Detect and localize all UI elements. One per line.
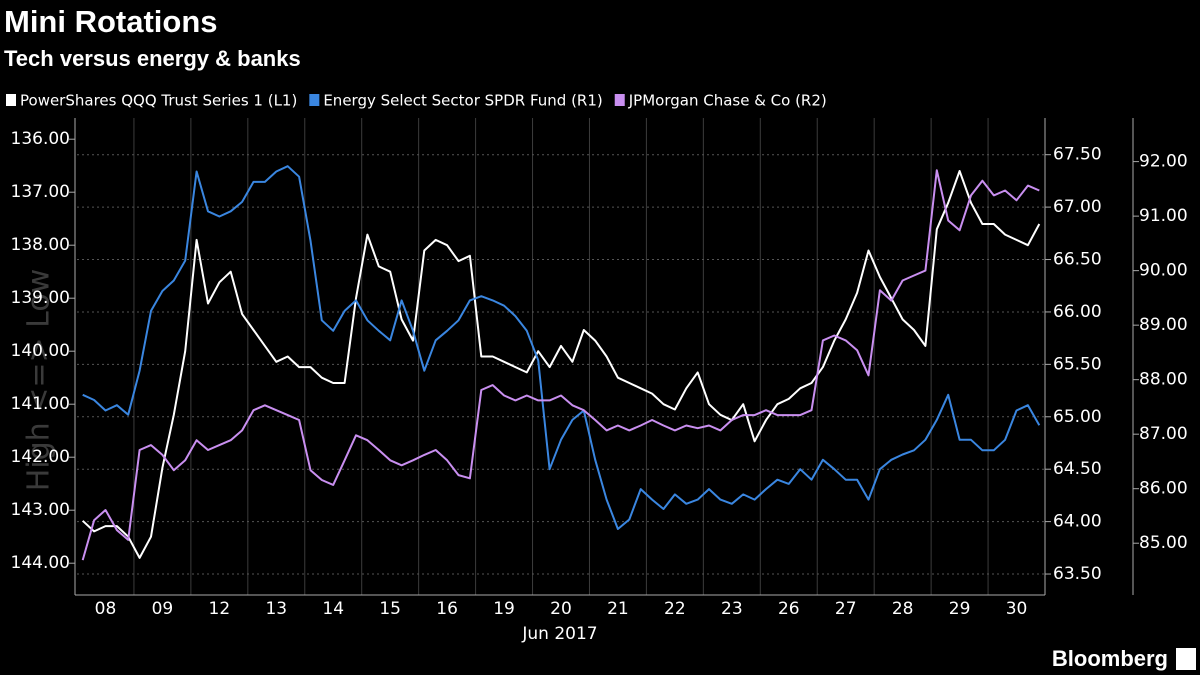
x-tick-label: 22 (664, 599, 686, 619)
chart-subtitle: Tech versus energy & banks (4, 46, 301, 71)
y3-tick-label: 87.00 (1139, 424, 1188, 444)
source: Bloomberg (1052, 646, 1168, 671)
y2-tick-label: 67.50 (1053, 145, 1102, 165)
y-tick-label: 137.00 (11, 182, 70, 202)
legend-label: Energy Select Sector SPDR Fund (R1) (323, 92, 602, 110)
y3-tick-label: 86.00 (1139, 479, 1188, 499)
legend-label: JPMorgan Chase & Co (R2) (628, 92, 827, 110)
y3-tick-label: 88.00 (1139, 370, 1188, 390)
x-tick-label: 14 (322, 599, 344, 619)
x-tick-label: 27 (835, 599, 857, 619)
x-tick-label: 21 (607, 599, 629, 619)
y2-tick-label: 65.00 (1053, 407, 1102, 427)
y2-tick-label: 66.00 (1053, 302, 1102, 322)
series-line (81, 169, 1040, 561)
y-tick-label: 139.00 (11, 288, 70, 308)
x-tick-label: 16 (436, 599, 458, 619)
legend-swatch (309, 94, 320, 106)
y3-tick-label: 85.00 (1139, 533, 1188, 553)
y-tick-label: 140.00 (11, 341, 70, 361)
x-tick-label: 29 (949, 599, 971, 619)
x-tick-label: 09 (152, 599, 174, 619)
x-tick-label: 19 (493, 599, 515, 619)
x-tick-label: 20 (550, 599, 572, 619)
x-tick-label: 08 (95, 599, 117, 619)
x-tick-label: 15 (379, 599, 401, 619)
series-line (82, 170, 1041, 559)
x-axis-label: Jun 2017 (521, 624, 597, 644)
y3-tick-label: 92.00 (1139, 152, 1188, 172)
x-tick-label: 26 (778, 599, 800, 619)
source-icon (1176, 648, 1196, 670)
y3-tick-label: 90.00 (1139, 261, 1188, 281)
x-tick-label: 23 (721, 599, 743, 619)
series-line (82, 165, 1041, 530)
x-tick-label: 28 (892, 599, 914, 619)
chart-title: Mini Rotations (4, 4, 218, 39)
y-side-label: High <=> Low (22, 269, 57, 492)
y3-tick-label: 89.00 (1139, 315, 1188, 335)
y-tick-label: 143.00 (11, 500, 70, 520)
x-tick-label: 13 (265, 599, 287, 619)
y2-tick-label: 65.50 (1053, 354, 1102, 374)
y-tick-label: 144.00 (11, 553, 70, 573)
legend-label: PowerShares QQQ Trust Series 1 (L1) (20, 92, 297, 110)
y2-tick-label: 63.50 (1053, 564, 1102, 584)
y2-tick-label: 67.00 (1053, 197, 1102, 217)
y-tick-label: 141.00 (11, 394, 70, 414)
x-tick-label: 30 (1006, 599, 1028, 619)
y-tick-label: 136.00 (11, 129, 70, 149)
legend-swatch (614, 94, 625, 106)
legend-swatch (6, 94, 16, 106)
x-tick-label: 12 (209, 599, 231, 619)
y-tick-label: 142.00 (11, 447, 70, 467)
y3-tick-label: 91.00 (1139, 206, 1188, 226)
y2-tick-label: 64.50 (1053, 459, 1102, 479)
y2-tick-label: 66.50 (1053, 250, 1102, 270)
y2-tick-label: 64.00 (1053, 512, 1102, 532)
y-tick-label: 138.00 (11, 235, 70, 255)
